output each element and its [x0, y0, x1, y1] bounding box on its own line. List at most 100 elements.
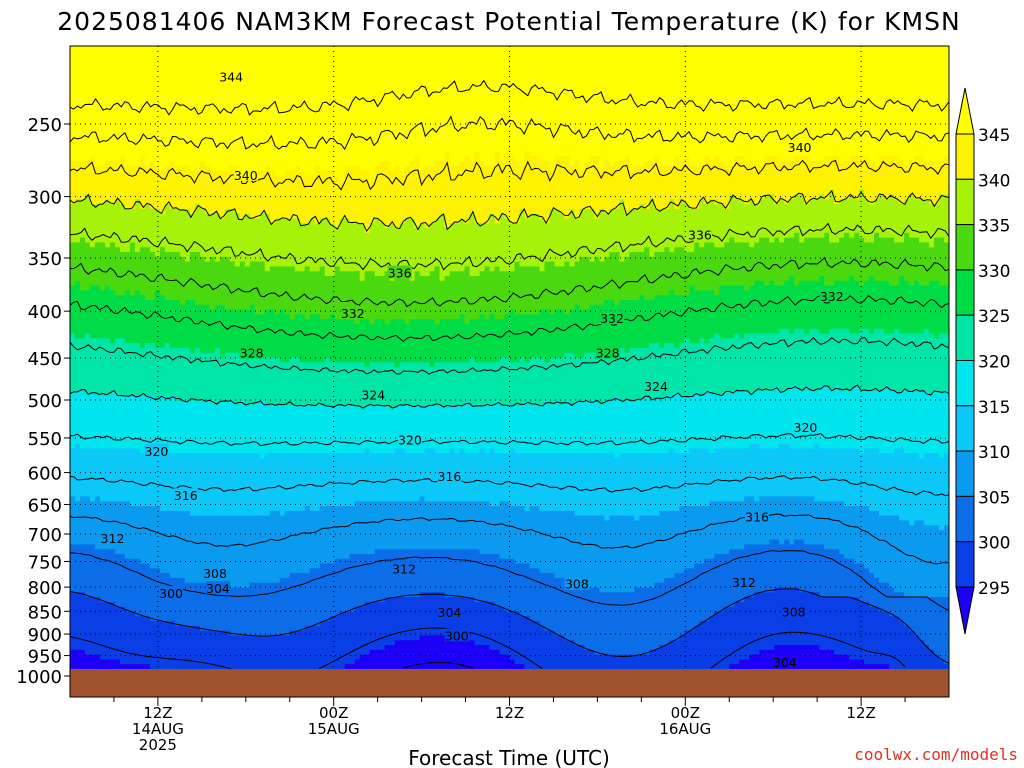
field-cell: [70, 506, 161, 512]
field-cell: [224, 213, 241, 220]
field-cell: [849, 328, 860, 335]
field-cell: [714, 199, 730, 205]
field-cell: [929, 328, 949, 335]
field-cell: [179, 252, 191, 258]
field-cell: [70, 510, 191, 517]
field-cell: [819, 592, 905, 598]
field-cell: [144, 156, 416, 162]
field-cell: [219, 352, 226, 359]
field-cell: [119, 199, 136, 205]
field-cell: [909, 194, 915, 200]
field-cell: [854, 276, 870, 282]
field-cell: [759, 199, 775, 205]
field-cell: [109, 242, 116, 248]
field-cell: [524, 357, 531, 363]
field-cell: [334, 558, 516, 565]
field-cell: [484, 161, 496, 167]
field-cell: [579, 304, 591, 311]
field-cell: [499, 151, 506, 157]
field-cell: [554, 309, 566, 315]
field-cell: [774, 386, 780, 392]
field-cell: [734, 161, 760, 167]
field-cell: [664, 395, 949, 402]
field-cell: [184, 577, 281, 584]
field-cell: [79, 496, 91, 502]
field-cell: [779, 539, 785, 545]
field-cell: [70, 371, 949, 378]
field-cell: [70, 46, 949, 52]
field-cell: [779, 199, 785, 205]
field-cell: [504, 314, 949, 320]
field-cell: [604, 256, 620, 263]
field-cell: [684, 156, 690, 162]
field-cell: [79, 443, 750, 450]
contour-label-bg: [205, 581, 231, 595]
contour-label-bg: [144, 443, 169, 457]
field-cell: [344, 664, 526, 670]
contour-label-text: 328: [240, 346, 264, 361]
field-cell: [864, 280, 890, 287]
field-cell: [704, 558, 855, 565]
field-cell: [544, 261, 556, 268]
field-cell: [844, 553, 949, 560]
field-cell: [574, 213, 581, 220]
field-cell: [614, 161, 630, 167]
field-cell: [914, 156, 925, 162]
field-cell: [94, 156, 121, 162]
field-cell: [70, 477, 949, 483]
field-cell: [70, 161, 96, 167]
field-cell: [234, 208, 521, 215]
field-cell: [549, 309, 556, 315]
field-cell: [154, 290, 161, 296]
field-cell: [70, 587, 600, 593]
field-cell: [444, 592, 755, 598]
field-cell: [794, 232, 800, 239]
contour-label-text: 300: [159, 586, 183, 601]
field-cell: [489, 266, 496, 272]
colorbar-segment: [955, 450, 975, 497]
field-cell: [169, 573, 291, 579]
field-cell: [574, 352, 586, 359]
field-cell: [244, 261, 251, 268]
field-cell: [694, 247, 949, 253]
y-tick-label: 450: [28, 349, 62, 370]
field-cell: [289, 573, 556, 579]
field-cell: [364, 362, 371, 368]
field-cell: [274, 218, 301, 224]
field-cell: [539, 213, 551, 220]
field-cell: [474, 597, 745, 603]
field-cell: [119, 156, 126, 162]
field-cell: [209, 582, 251, 589]
field-cell: [629, 161, 645, 167]
field-cell: [394, 276, 411, 282]
field-cell: [654, 199, 670, 205]
field-cell: [659, 161, 675, 167]
field-cell: [894, 237, 905, 244]
field-cell: [279, 510, 286, 517]
contour-label-bg: [100, 530, 125, 544]
colorbar-segment: [955, 360, 975, 407]
field-cell: [924, 453, 940, 459]
field-cell: [70, 247, 121, 253]
field-cell: [464, 218, 471, 224]
field-cell: [269, 165, 296, 172]
field-cell: [869, 156, 880, 162]
field-cell: [70, 563, 151, 569]
field-cell: [814, 496, 949, 502]
contour-label-text: 344: [219, 70, 243, 85]
field-cell: [799, 587, 895, 593]
field-cell: [129, 501, 356, 507]
field-cell: [904, 448, 949, 454]
x-tick-label: 16AUG: [659, 720, 711, 738]
contour-line-328: [70, 294, 949, 343]
field-cell: [714, 156, 720, 162]
field-cell: [284, 170, 306, 176]
field-cell: [624, 256, 949, 263]
field-cell: [70, 597, 101, 603]
field-cell: [70, 170, 246, 176]
contour-label: 304: [205, 581, 231, 596]
colorbar-segment: [955, 405, 975, 452]
field-cell: [684, 199, 700, 205]
field-cell: [939, 333, 949, 339]
contour-label-bg: [239, 345, 264, 359]
